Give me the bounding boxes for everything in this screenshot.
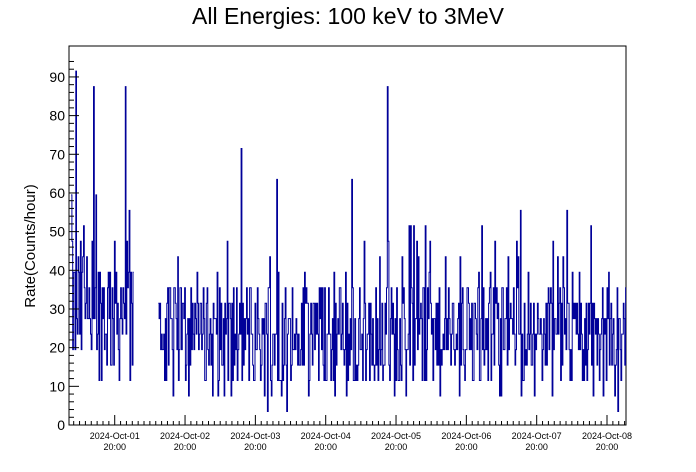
x-tick-label-time: 20:00 xyxy=(385,442,408,452)
y-axis: 0 10 20 30 40 50 60 70 80 90 xyxy=(49,60,79,433)
y-tick-label: 40 xyxy=(49,262,65,278)
y-tick-label: 30 xyxy=(49,301,65,317)
x-tick-label-time: 20:00 xyxy=(174,442,197,452)
x-tick-label-date: 2024-Oct-01 xyxy=(90,431,140,441)
x-tick-label-date: 2024-Oct-04 xyxy=(301,431,351,441)
y-tick-label: 70 xyxy=(49,146,65,162)
x-tick-label-time: 20:00 xyxy=(455,442,478,452)
y-tick-label: 10 xyxy=(49,378,65,394)
y-tick-label: 80 xyxy=(49,108,65,124)
x-tick-label-time: 20:00 xyxy=(596,442,619,452)
x-tick-label-date: 2024-Oct-08 xyxy=(582,431,632,441)
chart-title: All Energies: 100 keV to 3MeV xyxy=(192,3,505,29)
series-line xyxy=(158,86,627,412)
x-tick-label-time: 20:00 xyxy=(314,442,337,452)
x-tick-label-date: 2024-Oct-06 xyxy=(441,431,491,441)
y-tick-label: 0 xyxy=(57,417,65,433)
x-tick-label-time: 20:00 xyxy=(244,442,267,452)
y-tick-label: 50 xyxy=(49,224,65,240)
x-axis: 2024-Oct-0120:002024-Oct-0220:002024-Oct… xyxy=(73,415,632,452)
y-tick-label: 60 xyxy=(49,185,65,201)
y-tick-label: 20 xyxy=(49,340,65,356)
x-tick-label-date: 2024-Oct-07 xyxy=(512,431,562,441)
series-layer xyxy=(71,70,627,412)
y-axis-label: Rate(Counts/hour) xyxy=(22,184,39,307)
x-tick-label-time: 20:00 xyxy=(103,442,126,452)
x-tick-label-date: 2024-Oct-03 xyxy=(230,431,280,441)
x-tick-label-time: 20:00 xyxy=(525,442,548,452)
x-tick-label-date: 2024-Oct-02 xyxy=(160,431,210,441)
series-line xyxy=(71,70,134,381)
y-tick-label: 90 xyxy=(49,69,65,85)
x-tick-label-date: 2024-Oct-05 xyxy=(371,431,421,441)
plot-frame xyxy=(68,45,627,426)
